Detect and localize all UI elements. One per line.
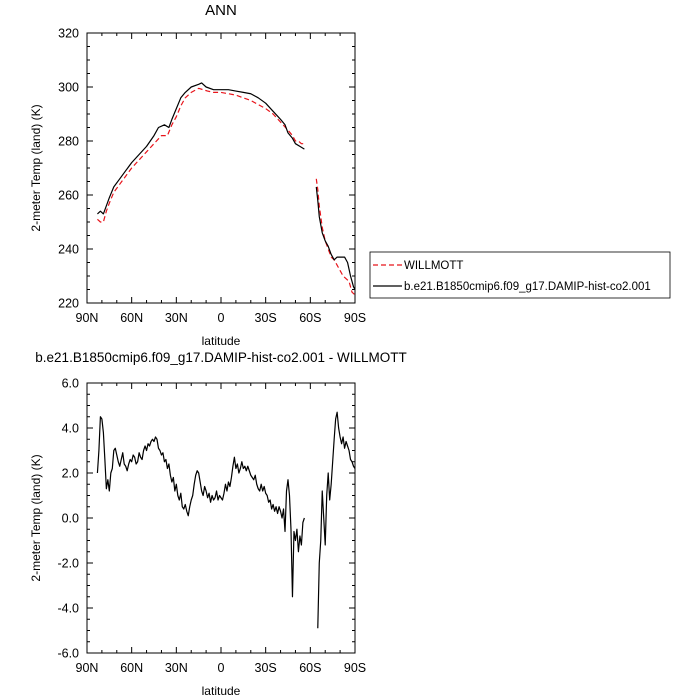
bottom-x-tick-label: 60S bbox=[299, 661, 321, 675]
top-series-willmott-line-1 bbox=[315, 178, 355, 296]
bottom-series-group bbox=[96, 411, 355, 629]
bottom-y-tick-label: 0.0 bbox=[62, 512, 79, 526]
legend-label-willmott: WILLMOTT bbox=[404, 260, 463, 272]
bottom-y-tick-label: 2.0 bbox=[62, 467, 79, 481]
top-x-tick-label: 90S bbox=[344, 311, 366, 325]
top-y-tick-label: 240 bbox=[58, 243, 79, 257]
top-x-tick-label: 60N bbox=[120, 311, 143, 325]
bottom-x-tick-label: 30N bbox=[165, 661, 188, 675]
legend-label-model: b.e21.B1850cmip6.f09_g17.DAMIP-hist-co2.… bbox=[404, 281, 651, 293]
legend-box bbox=[369, 251, 671, 299]
bottom-plot-frame bbox=[86, 382, 356, 654]
top-x-tick-label: 90N bbox=[76, 311, 99, 325]
top-series-model-line-1 bbox=[315, 186, 355, 290]
bottom-chart-title: b.e21.B1850cmip6.f09_g17.DAMIP-hist-co2.… bbox=[35, 350, 406, 365]
bottom-x-tick-label: 90N bbox=[76, 661, 99, 675]
bottom-y-tick-label: -4.0 bbox=[57, 602, 79, 616]
top-series-group bbox=[97, 82, 355, 296]
top-x-tick-label: 60S bbox=[299, 311, 321, 325]
top-series-model-line-0 bbox=[97, 82, 305, 215]
bottom-series-difference-line-0 bbox=[96, 416, 305, 598]
bottom-y-tick-label: 6.0 bbox=[62, 377, 79, 391]
top-y-tick-label: 260 bbox=[58, 189, 79, 203]
top-y-tick-label: 280 bbox=[58, 135, 79, 149]
top-y-axis-label: 2-meter Temp (land) (K) bbox=[29, 104, 43, 231]
top-series-willmott-line-0 bbox=[97, 87, 305, 223]
top-x-tick-label: 0 bbox=[218, 311, 225, 325]
top-x-tick-label: 30S bbox=[255, 311, 277, 325]
bottom-y-tick-label: 4.0 bbox=[62, 422, 79, 436]
legend: WILLMOTT b.e21.B1850cmip6.f09_g17.DAMIP-… bbox=[369, 251, 671, 299]
bottom-y-axis: -6.0 -4.0 -2.0 0.0 2.0 4.0 6.0 bbox=[57, 377, 355, 661]
bottom-series-difference-line-1 bbox=[317, 411, 355, 629]
top-y-tick-label: 300 bbox=[58, 81, 79, 95]
bottom-x-tick-label: 0 bbox=[218, 661, 225, 675]
bottom-x-tick-label: 30S bbox=[255, 661, 277, 675]
top-x-axis-label: latitude bbox=[202, 334, 241, 348]
top-chart: ANN 90N 60N 30N 0 30S 60S 90S 220 240 260 280 300 3… bbox=[29, 2, 671, 348]
bottom-y-tick-label: -6.0 bbox=[57, 647, 79, 661]
bottom-y-tick-label: -2.0 bbox=[57, 557, 79, 571]
bottom-chart: b.e21.B1850cmip6.f09_g17.DAMIP-hist-co2.… bbox=[29, 350, 407, 698]
bottom-x-tick-label: 90S bbox=[344, 661, 366, 675]
bottom-x-axis: 90N 60N 30N 0 30S 60S 90S bbox=[76, 383, 366, 675]
top-x-axis: 90N 60N 30N 0 30S 60S 90S bbox=[76, 33, 366, 325]
bottom-x-axis-label: latitude bbox=[202, 684, 241, 698]
bottom-y-axis-label: 2-meter Temp (land) (K) bbox=[29, 454, 43, 581]
top-chart-title: ANN bbox=[205, 2, 237, 19]
bottom-x-tick-label: 60N bbox=[120, 661, 143, 675]
top-y-tick-label: 220 bbox=[58, 297, 79, 311]
top-y-axis: 220 240 260 280 300 320 bbox=[58, 27, 355, 311]
top-y-tick-label: 320 bbox=[58, 27, 79, 41]
top-x-tick-label: 30N bbox=[165, 311, 188, 325]
